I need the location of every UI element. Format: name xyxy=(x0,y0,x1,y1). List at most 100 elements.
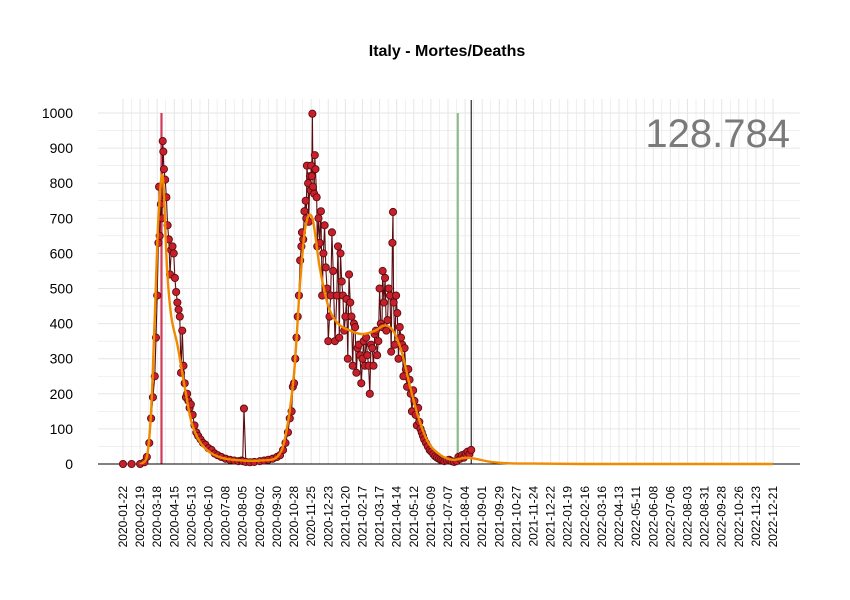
daily-deaths-point xyxy=(172,287,181,297)
x-tick-label: 2020-08-05 xyxy=(236,486,250,548)
x-tick-label: 2020-03-18 xyxy=(150,486,164,548)
x-tick-label: 2020-09-30 xyxy=(270,486,284,548)
daily-deaths-point xyxy=(300,207,309,216)
y-tick-label: 800 xyxy=(50,175,74,191)
x-tick-label: 2022-04-13 xyxy=(612,486,626,548)
daily-deaths-point xyxy=(170,273,179,283)
daily-deaths-point xyxy=(378,266,387,276)
x-tick-label: 2021-05-12 xyxy=(407,486,421,548)
daily-deaths-point xyxy=(173,298,182,307)
daily-deaths-point xyxy=(467,445,476,455)
daily-deaths-point xyxy=(394,354,403,363)
daily-deaths-point xyxy=(365,389,374,398)
x-tick-label: 2020-05-13 xyxy=(184,486,198,548)
daily-deaths-point xyxy=(333,242,343,251)
x-tick-label: 2021-09-01 xyxy=(475,486,489,548)
x-tick-label: 2021-07-07 xyxy=(441,486,455,548)
daily-deaths-point xyxy=(379,298,388,307)
daily-deaths-point xyxy=(174,305,183,314)
daily-deaths-point xyxy=(239,404,249,413)
daily-deaths-point xyxy=(308,109,317,118)
x-tick-label: 2022-09-28 xyxy=(715,486,729,548)
chart-title: Italy - Mortes/Deaths xyxy=(369,43,526,60)
x-tick-label: 2020-09-02 xyxy=(253,486,267,548)
x-tick-label: 2021-10-27 xyxy=(509,486,523,548)
series-layer xyxy=(118,109,773,469)
daily-deaths-point xyxy=(311,165,320,174)
daily-deaths-point xyxy=(395,323,404,332)
x-tick-label: 2021-03-17 xyxy=(373,486,387,548)
daily-deaths-point xyxy=(308,182,318,191)
x-tick-label: 2022-12-21 xyxy=(766,486,780,548)
total-deaths-label: 128.784 xyxy=(645,112,790,156)
daily-deaths-point xyxy=(159,165,168,174)
daily-deaths-point xyxy=(158,137,167,146)
x-tick-label: 2021-12-22 xyxy=(544,486,558,548)
daily-deaths-point xyxy=(310,151,319,160)
y-tick-label: 600 xyxy=(50,245,74,261)
daily-deaths-point xyxy=(336,249,345,258)
daily-deaths-point xyxy=(375,284,384,293)
daily-deaths-point xyxy=(383,316,392,325)
daily-deaths-point xyxy=(178,326,187,335)
y-tick-label: 0 xyxy=(65,456,73,472)
x-tick-label: 2021-01-20 xyxy=(338,486,352,548)
daily-deaths-point xyxy=(382,326,391,335)
y-tick-label: 200 xyxy=(50,386,74,402)
daily-deaths-point xyxy=(337,277,346,286)
daily-deaths-point xyxy=(159,147,168,156)
daily-deaths-point xyxy=(357,379,366,388)
x-tick-label: 2020-12-23 xyxy=(321,486,335,548)
x-tick-label: 2022-01-19 xyxy=(561,486,575,548)
x-tick-label: 2020-06-10 xyxy=(202,486,216,548)
y-tick-label: 100 xyxy=(50,421,74,437)
x-tick-label: 2022-02-16 xyxy=(578,486,592,548)
x-tick-label: 2020-07-08 xyxy=(219,486,233,548)
x-tick-label: 2020-10-28 xyxy=(287,486,301,548)
y-tick-label: 400 xyxy=(50,316,74,332)
daily-deaths-point xyxy=(369,361,378,370)
daily-deaths-point xyxy=(321,263,330,272)
daily-deaths-point xyxy=(314,214,323,223)
daily-deaths-point xyxy=(373,351,382,360)
x-tick-label: 2022-03-16 xyxy=(595,486,609,548)
daily-deaths-point xyxy=(301,196,310,205)
x-tick-label: 2020-02-19 xyxy=(133,486,147,548)
y-tick-label: 700 xyxy=(50,210,74,226)
y-tick-label: 900 xyxy=(50,140,74,156)
daily-deaths-point xyxy=(374,337,383,346)
daily-deaths-point xyxy=(348,361,357,370)
x-tick-label: 2020-11-25 xyxy=(304,486,318,547)
daily-deaths-point xyxy=(363,351,372,360)
x-tick-label: 2021-11-24 xyxy=(527,486,541,547)
x-tick-label: 2020-01-22 xyxy=(116,486,130,548)
y-tick-label: 300 xyxy=(50,351,74,367)
daily-deaths-point xyxy=(327,228,336,237)
x-tick-label: 2022-08-03 xyxy=(680,486,694,548)
daily-deaths-point xyxy=(127,459,136,469)
daily-deaths-point xyxy=(175,312,184,321)
x-tick-label: 2021-02-17 xyxy=(355,486,369,548)
daily-deaths-point xyxy=(320,221,329,230)
x-tick-label: 2022-08-31 xyxy=(698,486,712,548)
daily-deaths-point xyxy=(335,333,344,342)
daily-deaths-point xyxy=(352,368,361,377)
daily-deaths-point xyxy=(389,298,398,307)
x-tick-label: 2021-04-14 xyxy=(390,486,404,548)
daily-deaths-point xyxy=(388,238,397,247)
daily-deaths-point xyxy=(388,207,398,217)
daily-deaths-point xyxy=(392,291,401,300)
daily-deaths-point xyxy=(346,298,355,307)
x-tick-label: 2022-10-26 xyxy=(732,486,746,548)
x-tick-label: 2022-11-23 xyxy=(749,486,763,547)
daily-deaths-point xyxy=(393,309,402,318)
daily-deaths-point xyxy=(324,337,333,346)
daily-deaths-point xyxy=(381,273,390,283)
x-tick-label: 2022-05-11 xyxy=(629,486,643,547)
daily-deaths-point xyxy=(307,172,316,181)
daily-deaths-point xyxy=(347,312,356,321)
daily-deaths-point xyxy=(368,344,377,353)
